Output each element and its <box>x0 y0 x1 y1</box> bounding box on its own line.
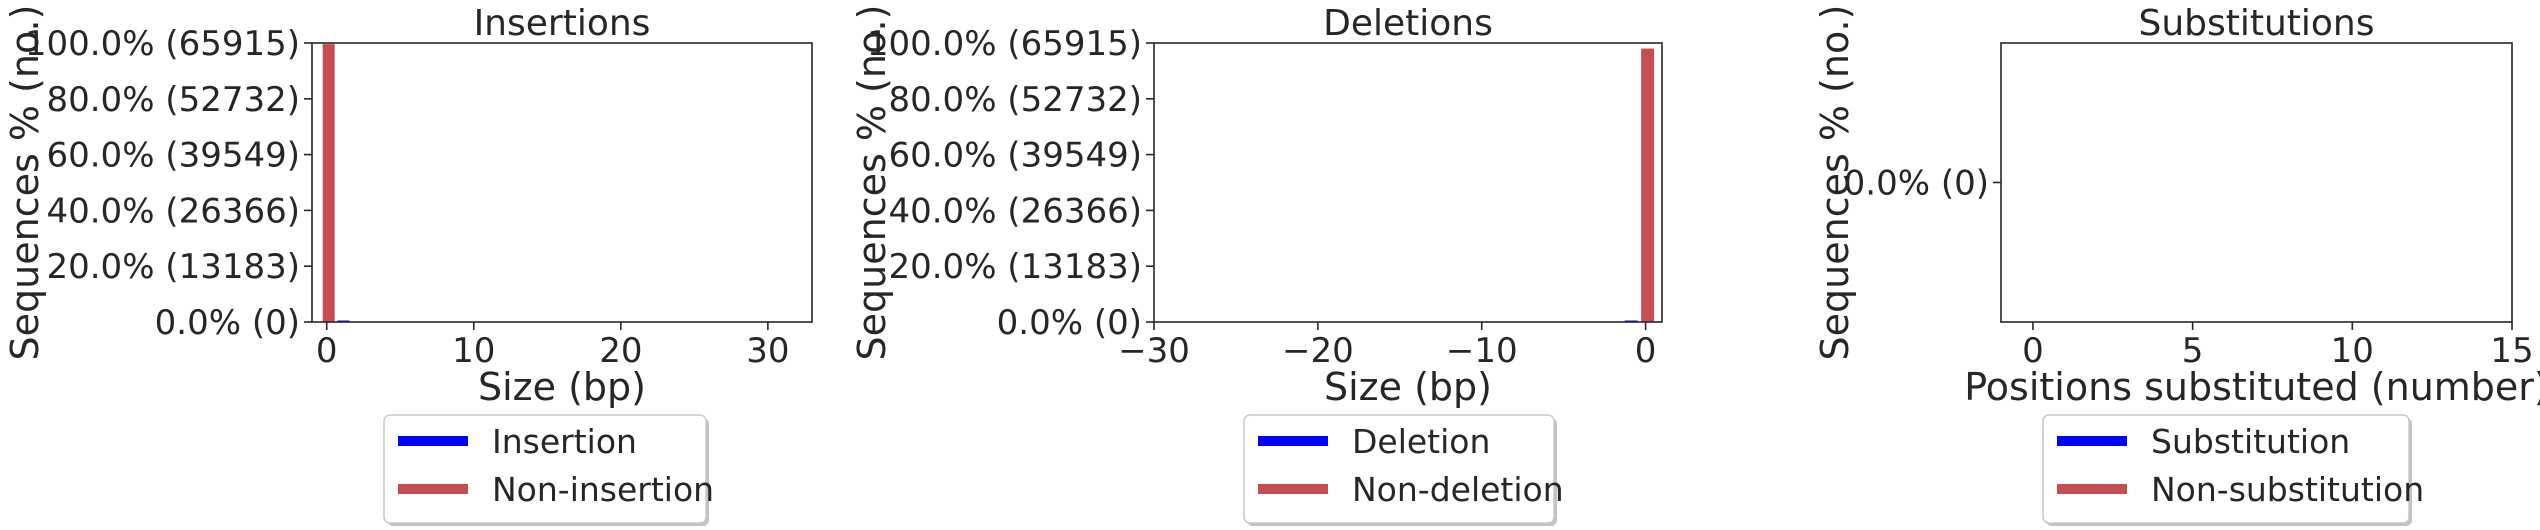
x-tick-label: −10 <box>1446 331 1518 371</box>
y-tick-label: 100.0% (65915) <box>867 24 1142 64</box>
legend-label: Substitution <box>2151 422 2350 461</box>
y-tick-label: 20.0% (13183) <box>888 247 1142 287</box>
y-axis-label: Sequences % (no.) <box>850 5 894 361</box>
plot-frame <box>1153 42 1663 323</box>
plot-frame <box>2000 42 2513 323</box>
legend: Insertion Non-insertion <box>383 414 714 526</box>
x-tick-label: 10 <box>2331 331 2374 371</box>
y-tick-label: 20.0% (13183) <box>46 247 300 287</box>
y-tick-label: 0.0% (0) <box>997 303 1142 343</box>
chart-title: Substitutions <box>2138 3 2374 44</box>
y-tick-label: 100.0% (65915) <box>25 24 300 64</box>
chart-deletions: Deletions 0.0% (0) 20.0% (13183) 40.0% (263… <box>850 3 1663 526</box>
x-tick-label: 0 <box>2022 331 2044 371</box>
x-axis-label: Positions substituted (number) <box>1964 365 2540 409</box>
x-tick-label: 5 <box>2182 331 2204 371</box>
y-axis-label: Sequences % (no.) <box>3 5 47 361</box>
x-tick-label: 0 <box>316 331 338 371</box>
legend-label: Non-deletion <box>1352 470 1564 509</box>
y-tick-label: 80.0% (52732) <box>46 80 300 120</box>
x-tick-label: 30 <box>746 331 789 371</box>
legend-label: Non-insertion <box>492 470 714 509</box>
x-tick-label: −20 <box>1282 331 1354 371</box>
plot-frame <box>311 42 813 323</box>
legend-label: Insertion <box>492 422 637 461</box>
x-axis-label: Size (bp) <box>1324 365 1492 409</box>
x-tick-label: 15 <box>2490 331 2533 371</box>
x-tick-label: 10 <box>452 331 495 371</box>
bar-non-deletion <box>1641 48 1655 323</box>
x-axis-label: Size (bp) <box>478 365 646 409</box>
legend: Deletion Non-deletion <box>1243 414 1564 526</box>
legend-box <box>2042 414 2410 524</box>
chart-insertions: Insertions 0.0% (0) 20.0% (13183) 40.0% (26… <box>3 3 813 526</box>
y-tick-label: 80.0% (52732) <box>888 80 1142 120</box>
bar-non-insertion <box>322 44 335 323</box>
legend: Substitution Non-substitution <box>2042 414 2424 526</box>
chart-title: Deletions <box>1323 3 1493 44</box>
y-tick-label: 60.0% (39549) <box>888 136 1142 176</box>
y-tick-label: 40.0% (26366) <box>888 191 1142 231</box>
legend-label: Non-substitution <box>2151 470 2424 509</box>
chart-title: Insertions <box>474 3 651 44</box>
y-tick-label: 40.0% (26366) <box>46 191 300 231</box>
legend-label: Deletion <box>1352 422 1490 461</box>
y-axis-label: Sequences % (no.) <box>1813 5 1857 361</box>
y-tick-label: 0.0% (0) <box>155 303 300 343</box>
y-tick-label: 0.0% (0) <box>1844 164 1989 204</box>
x-tick-label: 0 <box>1635 331 1657 371</box>
x-tick-label: 20 <box>599 331 642 371</box>
x-tick-label: −30 <box>1118 331 1190 371</box>
y-tick-label: 60.0% (39549) <box>46 136 300 176</box>
